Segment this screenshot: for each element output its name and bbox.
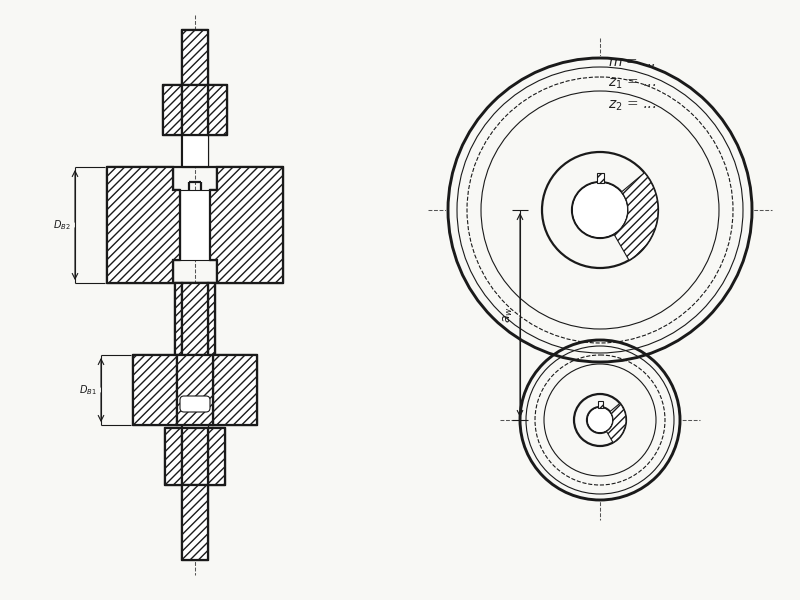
Polygon shape (163, 85, 182, 135)
Circle shape (518, 338, 682, 502)
Polygon shape (210, 167, 283, 283)
Polygon shape (182, 85, 208, 135)
FancyBboxPatch shape (180, 396, 210, 412)
Polygon shape (165, 428, 182, 485)
Polygon shape (597, 173, 603, 183)
Text: $z_1$ = ...: $z_1$ = ... (608, 77, 656, 91)
Text: $D_{B2}$: $D_{B2}$ (54, 218, 71, 232)
Text: $m$ = ...: $m$ = ... (608, 55, 656, 69)
Polygon shape (182, 283, 208, 355)
Polygon shape (208, 85, 227, 135)
Circle shape (573, 183, 627, 237)
Polygon shape (182, 428, 208, 485)
Circle shape (588, 408, 612, 432)
Wedge shape (614, 173, 658, 260)
Text: $D_{B1}$: $D_{B1}$ (79, 383, 97, 397)
Polygon shape (208, 283, 215, 355)
Text: $z_2$ = ...: $z_2$ = ... (608, 99, 656, 113)
Polygon shape (182, 485, 208, 560)
Polygon shape (107, 167, 180, 283)
Polygon shape (598, 401, 602, 408)
Polygon shape (182, 135, 208, 167)
Polygon shape (213, 355, 257, 425)
Polygon shape (182, 425, 208, 428)
Polygon shape (177, 355, 213, 425)
Polygon shape (175, 283, 182, 355)
Wedge shape (606, 403, 626, 443)
Text: $a_w$: $a_w$ (502, 307, 515, 323)
Circle shape (446, 56, 754, 364)
Polygon shape (182, 30, 208, 85)
Polygon shape (133, 355, 177, 425)
Polygon shape (208, 428, 225, 485)
Polygon shape (180, 190, 210, 260)
